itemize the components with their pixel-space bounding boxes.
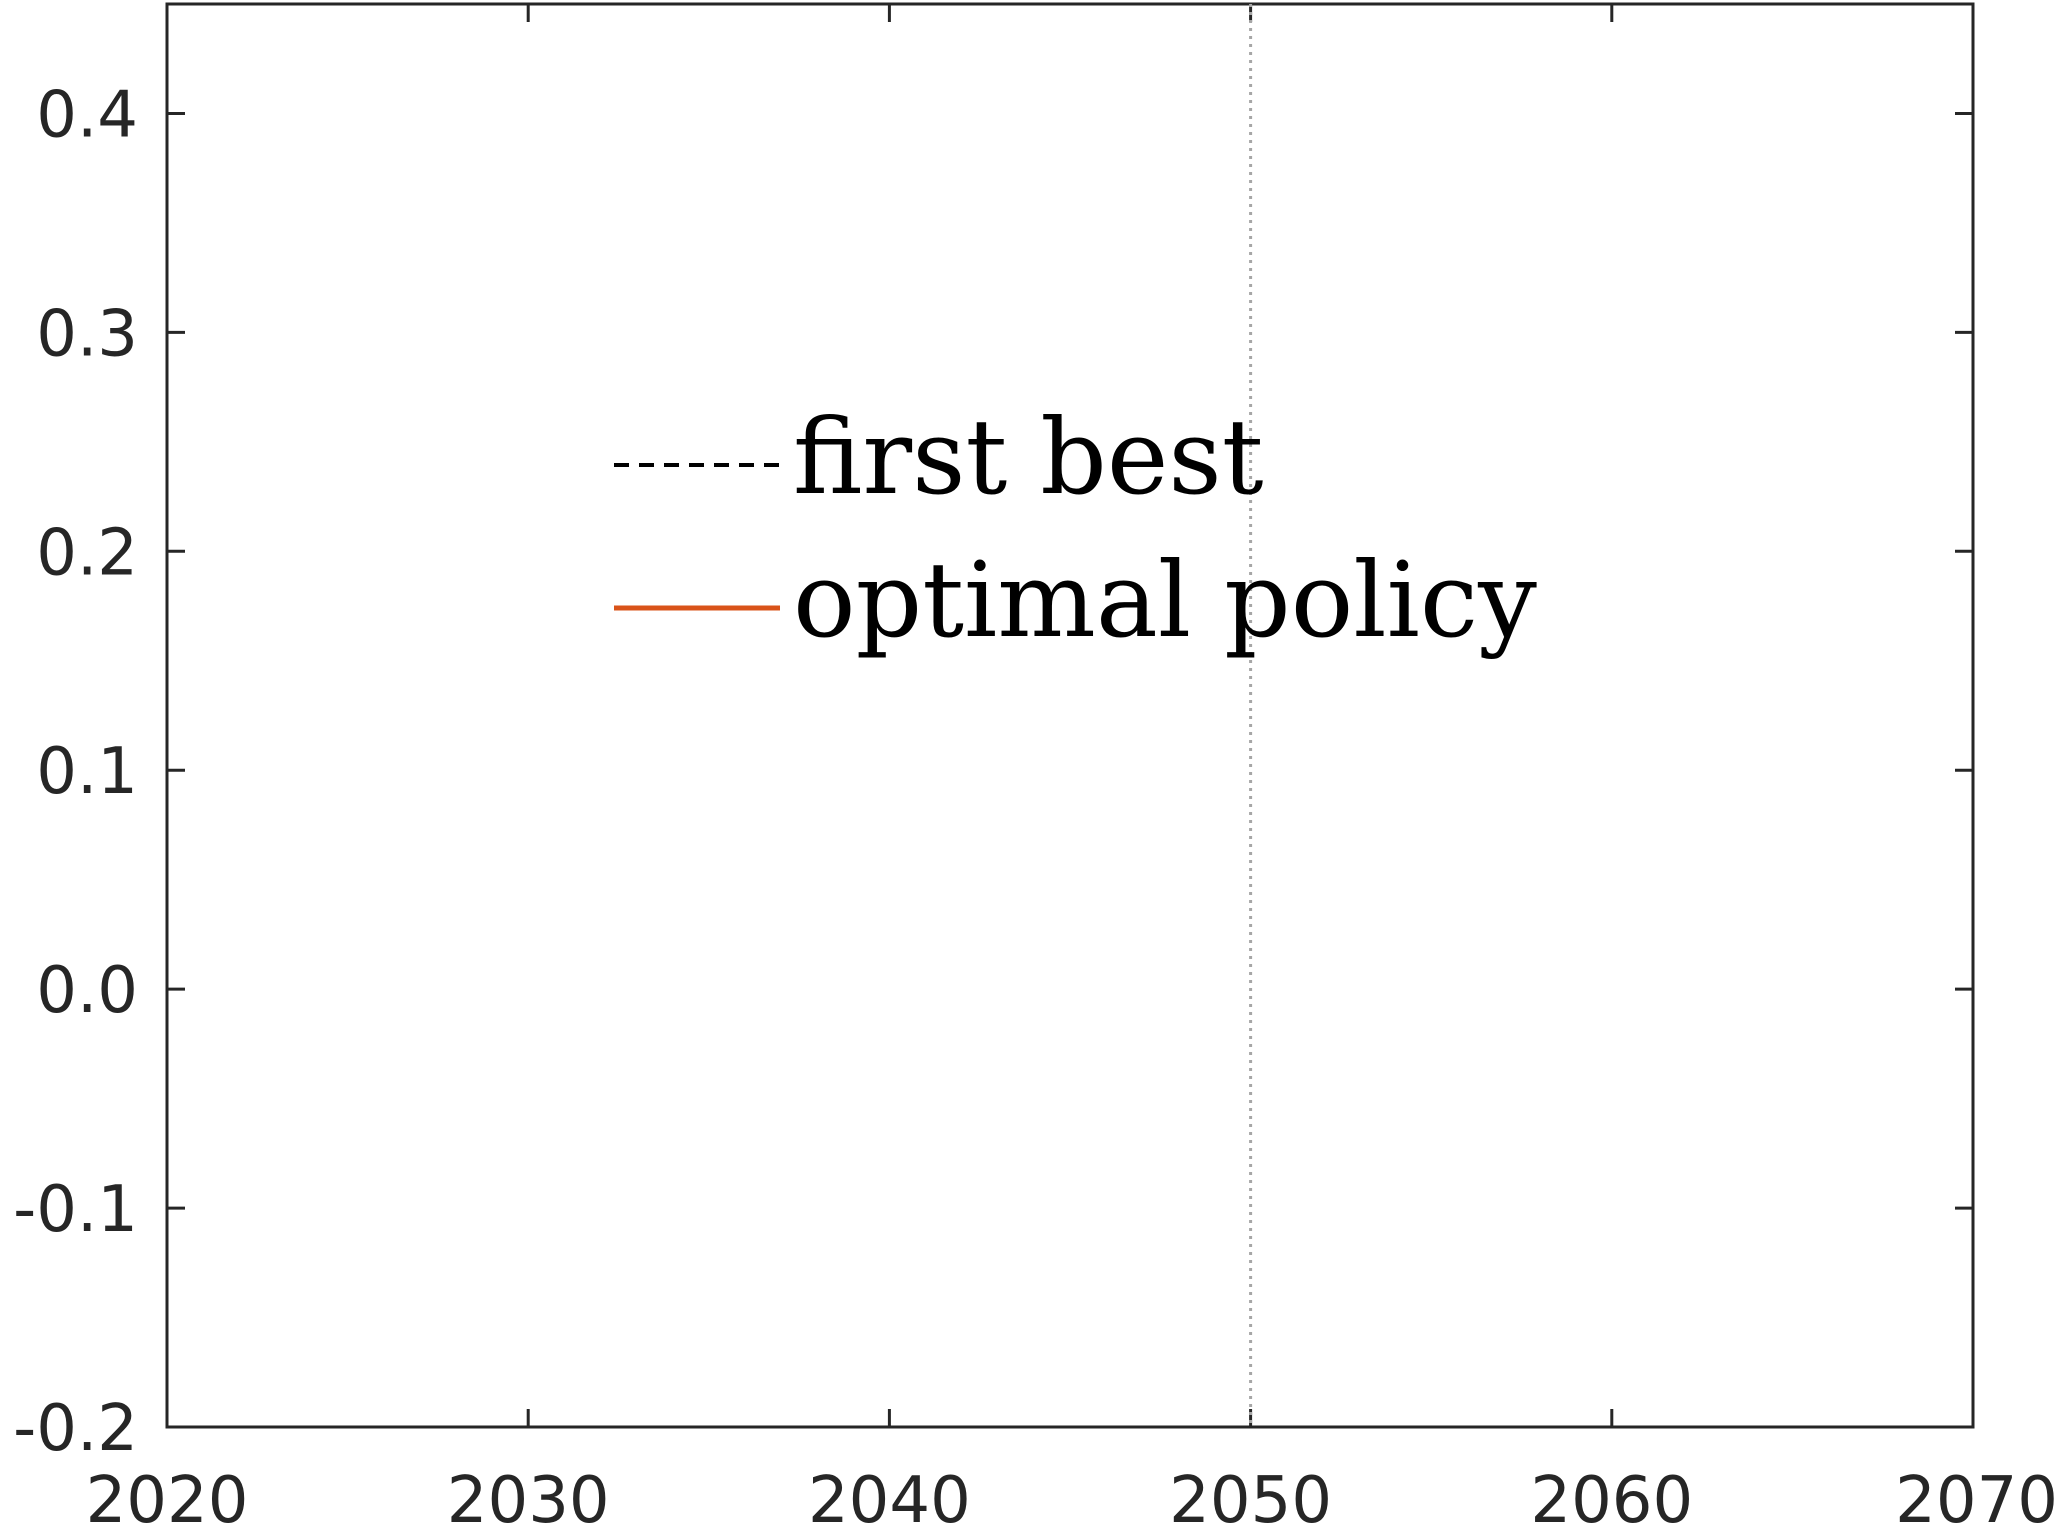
x-tick-label: 2020 — [86, 1464, 249, 1526]
legend-label: optimal policy — [793, 539, 1537, 661]
y-tick-label: 0.3 — [36, 297, 138, 371]
y-tick-label: 0.1 — [36, 735, 138, 809]
axes-layer — [165, 2, 1975, 1429]
y-tick-label: 0.2 — [36, 516, 138, 590]
x-tick-label: 2050 — [1169, 1464, 1332, 1526]
y-tick-label: -0.2 — [13, 1392, 138, 1466]
x-tick-labels: 2020 2030 2040 2050 2060 2070 — [86, 1464, 2058, 1526]
y-tick-label: -0.1 — [13, 1173, 138, 1247]
y-tick-labels: -0.2 -0.1 0.0 0.1 0.2 0.3 0.4 — [13, 78, 138, 1466]
plot-area-frame — [165, 2, 1975, 1429]
legend: first best optimal policy — [614, 396, 1537, 661]
y-tick-label: 0.0 — [36, 954, 138, 1028]
x-tick-label: 2030 — [447, 1464, 610, 1526]
x-tick-label: 2060 — [1530, 1464, 1693, 1526]
y-tick-label: 0.4 — [36, 78, 138, 152]
x-tick-label: 2040 — [808, 1464, 971, 1526]
x-tick-label: 2070 — [1895, 1464, 2058, 1526]
legend-label: first best — [793, 396, 1264, 518]
